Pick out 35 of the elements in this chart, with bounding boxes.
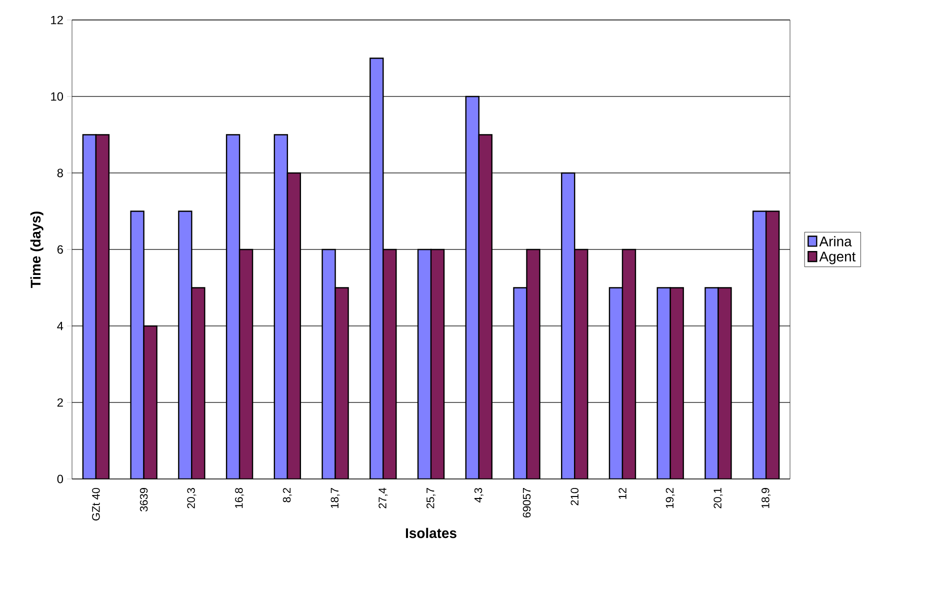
legend-label: Arina — [819, 236, 852, 246]
x-tick-label: 27,4 — [378, 488, 388, 508]
bar — [370, 58, 384, 479]
bar — [465, 96, 480, 479]
x-tick-label: 20,1 — [714, 488, 723, 508]
bar — [274, 134, 288, 479]
bar — [417, 248, 432, 479]
x-tick-label: 12 — [618, 488, 626, 499]
x-tick-label: 25,7 — [426, 488, 436, 508]
bar — [752, 210, 767, 479]
y-tick-label: 12 — [51, 16, 63, 24]
y-tick-label: 8 — [57, 168, 63, 178]
bar — [608, 287, 624, 479]
x-tick-label: 210 — [570, 488, 578, 506]
x-tick-label: GZt 40 — [92, 488, 100, 520]
bar — [82, 134, 97, 479]
bar — [561, 172, 576, 479]
x-tick-label: 18,7 — [330, 488, 340, 508]
x-tick-label: 69057 — [522, 488, 531, 518]
y-tick-label: 2 — [57, 398, 63, 407]
y-tick-label: 4 — [57, 322, 64, 330]
x-tick-label: 16,8 — [235, 488, 244, 508]
bar — [226, 134, 240, 479]
y-tick-label: 0 — [57, 474, 64, 484]
x-tick-label: 4,3 — [474, 488, 484, 502]
x-tick-label: 3639 — [140, 488, 148, 512]
x-tick-label: 20,3 — [187, 488, 196, 508]
legend-label: Agent — [819, 252, 856, 264]
y-tick-label: 6 — [57, 245, 63, 254]
x-tick-label: 8,2 — [282, 488, 292, 502]
x-tick-label: 19,2 — [666, 488, 675, 508]
y-tick-label: 10 — [51, 92, 64, 101]
y-axis-title: Time (days) — [30, 212, 44, 288]
x-tick-label: 18,9 — [762, 488, 771, 508]
x-axis-title: Isolates — [406, 528, 456, 538]
